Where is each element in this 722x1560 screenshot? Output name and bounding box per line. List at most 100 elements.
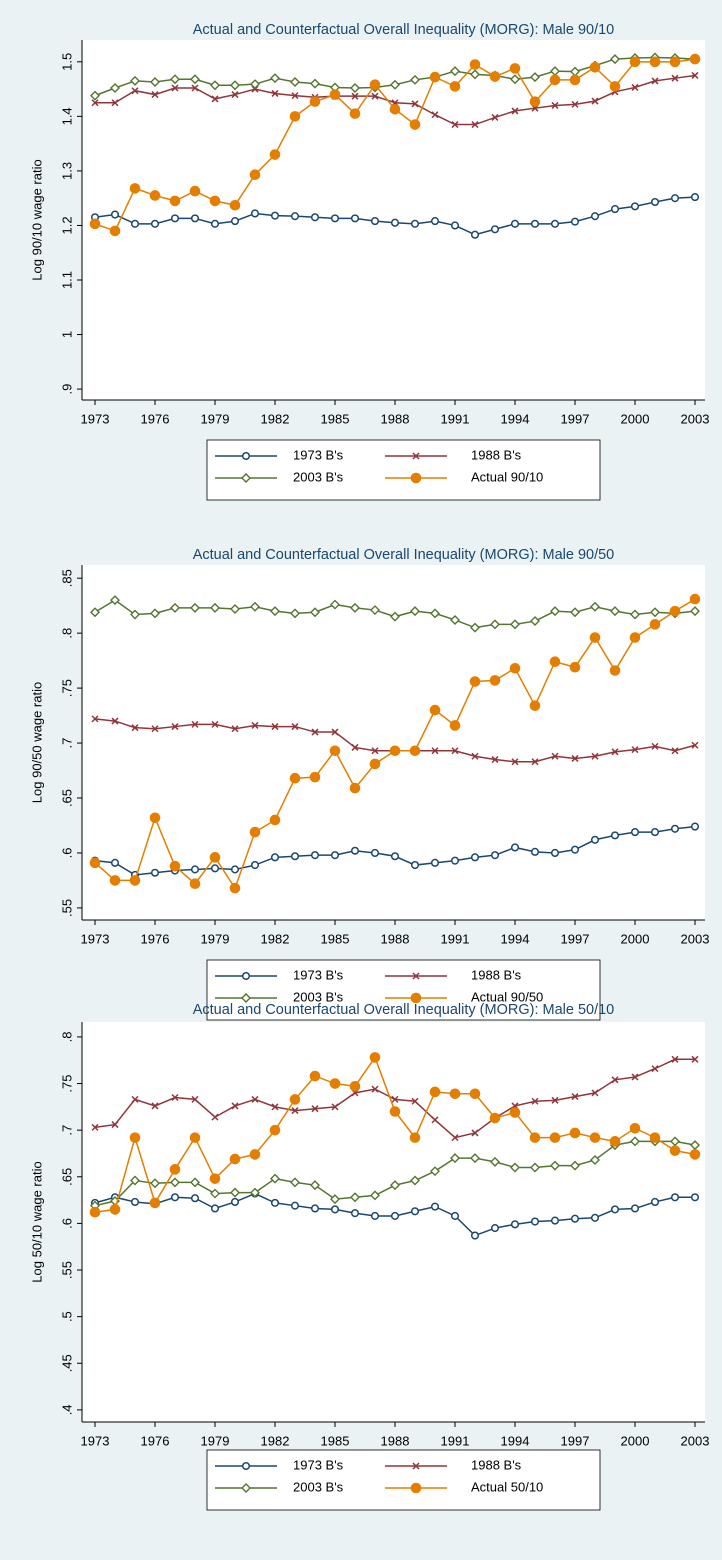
series — [90, 595, 700, 633]
marker — [489, 1112, 501, 1124]
marker — [170, 1193, 180, 1202]
marker — [609, 81, 621, 92]
marker — [670, 824, 680, 833]
marker — [629, 632, 641, 643]
marker — [591, 97, 599, 105]
marker — [610, 606, 620, 617]
marker — [471, 752, 479, 760]
marker — [491, 113, 499, 121]
marker — [510, 74, 520, 85]
marker — [91, 99, 99, 107]
legend-marker — [241, 451, 251, 461]
marker — [169, 195, 181, 207]
marker — [629, 1122, 641, 1134]
x-tick-label: 1982 — [261, 411, 290, 426]
marker — [691, 741, 699, 749]
marker — [689, 53, 701, 65]
marker — [170, 214, 180, 223]
marker — [630, 609, 640, 620]
marker — [129, 183, 141, 194]
marker — [309, 96, 321, 107]
marker — [311, 1105, 319, 1113]
marker — [629, 56, 641, 68]
marker — [210, 1204, 220, 1213]
marker — [190, 1177, 200, 1188]
marker — [130, 219, 140, 228]
marker — [650, 607, 660, 618]
marker — [249, 1149, 261, 1160]
legend-item: 1973 B's — [215, 967, 344, 982]
marker — [569, 661, 581, 673]
marker — [450, 66, 460, 77]
marker — [89, 1206, 101, 1218]
marker — [410, 219, 420, 228]
marker — [169, 1164, 181, 1175]
marker — [411, 1097, 419, 1105]
legend-label: 2003 B's — [293, 469, 344, 484]
marker — [230, 217, 240, 226]
legend-item: 2003 B's — [215, 989, 344, 1004]
marker — [529, 1132, 541, 1143]
marker — [291, 723, 299, 731]
marker — [590, 835, 600, 844]
marker — [110, 83, 120, 93]
legend-marker — [410, 1482, 422, 1494]
marker — [251, 721, 259, 729]
marker — [649, 1132, 661, 1143]
marker — [311, 728, 319, 736]
marker — [351, 92, 359, 100]
marker — [491, 756, 499, 764]
marker — [270, 606, 280, 617]
marker — [649, 619, 661, 630]
legend-item: 1973 B's — [215, 1457, 344, 1472]
marker — [110, 858, 120, 867]
marker — [589, 632, 601, 643]
marker — [110, 595, 120, 606]
marker — [511, 758, 519, 766]
marker — [350, 1209, 360, 1218]
marker — [249, 169, 261, 181]
x-tick-label: 1991 — [441, 411, 470, 426]
marker — [310, 78, 320, 89]
y-axis-label: Log 90/10 wage ratio — [29, 159, 44, 280]
marker — [389, 103, 401, 115]
marker — [571, 754, 579, 762]
legend-label: Actual 50/10 — [471, 1479, 543, 1494]
legend-box — [206, 439, 601, 501]
marker — [550, 606, 560, 617]
marker — [470, 1153, 480, 1164]
marker — [469, 1088, 481, 1100]
marker — [589, 61, 601, 73]
marker — [490, 1224, 500, 1233]
marker — [391, 1095, 399, 1103]
marker — [689, 593, 701, 605]
y-tick-label: 1.1 — [59, 271, 74, 289]
marker — [570, 607, 580, 618]
legend-item: 2003 B's — [215, 1479, 344, 1494]
marker — [151, 1102, 159, 1110]
marker — [171, 84, 179, 92]
marker — [450, 1153, 460, 1164]
marker — [131, 1095, 139, 1103]
marker — [329, 1078, 341, 1089]
marker — [509, 63, 521, 74]
marker — [211, 95, 219, 103]
marker — [551, 752, 559, 760]
marker — [290, 1201, 300, 1210]
marker — [430, 608, 440, 619]
legend-box — [206, 1449, 601, 1511]
x-tick-label: 1979 — [201, 411, 230, 426]
marker — [610, 205, 620, 214]
x-tick-label: 2003 — [681, 1433, 710, 1448]
marker — [291, 1107, 299, 1115]
legend-item: 2003 B's — [215, 469, 344, 484]
marker — [630, 202, 640, 211]
y-tick-label: .7 — [59, 738, 74, 749]
legend-label: Actual 90/10 — [471, 469, 543, 484]
marker — [429, 71, 441, 83]
marker — [490, 851, 500, 860]
marker — [271, 1103, 279, 1111]
legend-marker — [241, 1461, 251, 1471]
marker — [230, 1197, 240, 1207]
marker — [590, 1213, 600, 1222]
